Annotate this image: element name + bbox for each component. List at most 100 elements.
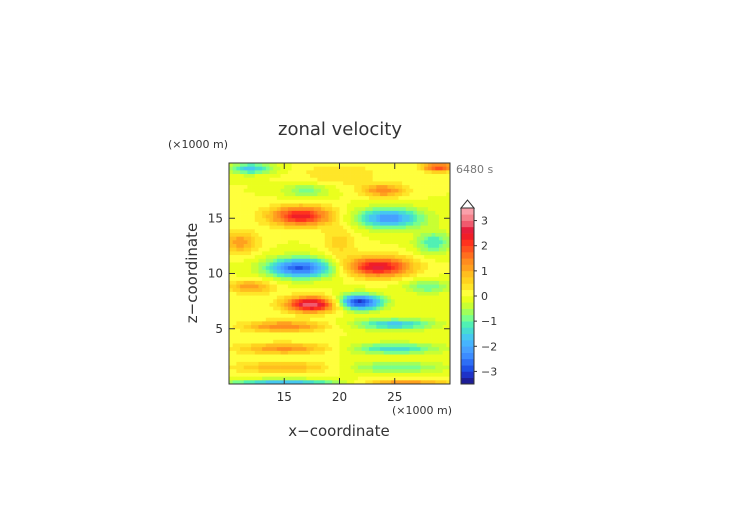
heatmap-cell	[446, 332, 451, 337]
heatmap-cell	[343, 247, 348, 252]
heatmap-cell	[306, 347, 311, 352]
heatmap-cell	[273, 336, 278, 341]
heatmap-cell	[376, 314, 381, 319]
heatmap-cell	[394, 258, 399, 263]
heatmap-cell	[416, 251, 421, 256]
heatmap-cell	[435, 321, 440, 326]
heatmap-cell	[346, 365, 351, 370]
heatmap-cell	[321, 229, 326, 234]
heatmap-cell	[402, 174, 407, 179]
heatmap-cell	[365, 306, 370, 311]
heatmap-cell	[442, 299, 447, 304]
heatmap-cell	[232, 336, 237, 341]
heatmap-cell	[254, 291, 259, 296]
heatmap-cell	[339, 251, 344, 256]
heatmap-cell	[357, 288, 362, 293]
heatmap-cell	[236, 376, 241, 381]
heatmap-cell	[232, 269, 237, 274]
heatmap-cell	[391, 347, 396, 352]
heatmap-cell	[306, 170, 311, 175]
heatmap-cell	[398, 181, 403, 186]
heatmap-cell	[328, 207, 333, 212]
heatmap-cell	[354, 295, 359, 300]
heatmap-cell	[357, 269, 362, 274]
heatmap-cell	[391, 232, 396, 238]
heatmap-cell	[284, 196, 289, 201]
heatmap-cell	[416, 314, 421, 319]
heatmap-cell	[251, 295, 256, 300]
heatmap-cell	[413, 310, 418, 315]
heatmap-cell	[306, 247, 311, 252]
heatmap-cell	[350, 255, 355, 260]
heatmap-cell	[240, 192, 245, 197]
heatmap-cell	[409, 343, 414, 348]
heatmap-cell	[402, 218, 407, 223]
heatmap-cell	[372, 199, 377, 204]
heatmap-cell	[306, 174, 311, 179]
heatmap-cell	[420, 277, 425, 282]
heatmap-cell	[424, 192, 429, 197]
heatmap-cell	[295, 229, 300, 234]
heatmap-cell	[236, 310, 241, 315]
heatmap-cell	[265, 314, 270, 319]
heatmap-cell	[298, 376, 304, 381]
heatmap-cell	[310, 225, 315, 230]
heatmap-cell	[317, 244, 322, 249]
heatmap-cell	[310, 358, 315, 363]
heatmap-cell	[313, 310, 318, 315]
heatmap-cell	[287, 369, 292, 374]
heatmap-cell	[332, 343, 337, 348]
heatmap-cell	[313, 317, 318, 322]
heatmap-cell	[424, 273, 429, 278]
heatmap-cell	[236, 372, 241, 377]
heatmap-cell	[438, 262, 443, 267]
heatmap-cell	[243, 273, 248, 278]
heatmap-cell	[346, 369, 351, 374]
heatmap-cell	[247, 244, 252, 249]
heatmap-cell	[420, 291, 425, 296]
heatmap-cell	[280, 166, 285, 171]
heatmap-cell	[372, 269, 377, 274]
heatmap-cell	[350, 302, 355, 307]
heatmap-cell	[332, 163, 337, 168]
heatmap-cell	[402, 380, 407, 385]
heatmap-cell	[324, 277, 329, 282]
heatmap-cell	[354, 185, 359, 190]
heatmap-cell	[273, 354, 278, 359]
heatmap-cell	[291, 339, 296, 344]
heatmap-cell	[265, 166, 270, 171]
heatmap-cell	[383, 299, 388, 304]
heatmap-cell	[280, 181, 285, 186]
heatmap-cell	[424, 269, 429, 274]
heatmap-cell	[387, 284, 392, 289]
heatmap-cell	[380, 288, 385, 293]
heatmap-cell	[398, 236, 403, 241]
heatmap-cell	[276, 306, 281, 311]
heatmap-cell	[287, 277, 292, 282]
heatmap-cell	[298, 306, 304, 311]
heatmap-cell	[405, 380, 410, 385]
heatmap-cell	[332, 196, 337, 201]
heatmap-cell	[287, 314, 292, 319]
heatmap-cell	[328, 266, 333, 271]
heatmap-cell	[324, 185, 329, 190]
heatmap-cell	[313, 207, 318, 212]
heatmap-cell	[376, 273, 381, 278]
heatmap-cell	[387, 185, 392, 190]
heatmap-cell	[361, 269, 366, 274]
heatmap-cell	[376, 232, 381, 238]
heatmap-cell	[387, 347, 392, 352]
heatmap-cell	[416, 192, 421, 197]
heatmap-cell	[427, 185, 432, 190]
heatmap-cell	[243, 328, 248, 333]
heatmap-cell	[372, 376, 377, 381]
heatmap-cell	[332, 347, 337, 352]
heatmap-cell	[229, 221, 234, 226]
heatmap-cell	[332, 218, 337, 223]
heatmap-cell	[346, 177, 351, 182]
heatmap-cell	[438, 321, 443, 326]
heatmap-cell	[398, 262, 403, 267]
heatmap-cell	[258, 177, 263, 182]
heatmap-cell	[247, 284, 252, 289]
heatmap-cell	[324, 288, 329, 293]
